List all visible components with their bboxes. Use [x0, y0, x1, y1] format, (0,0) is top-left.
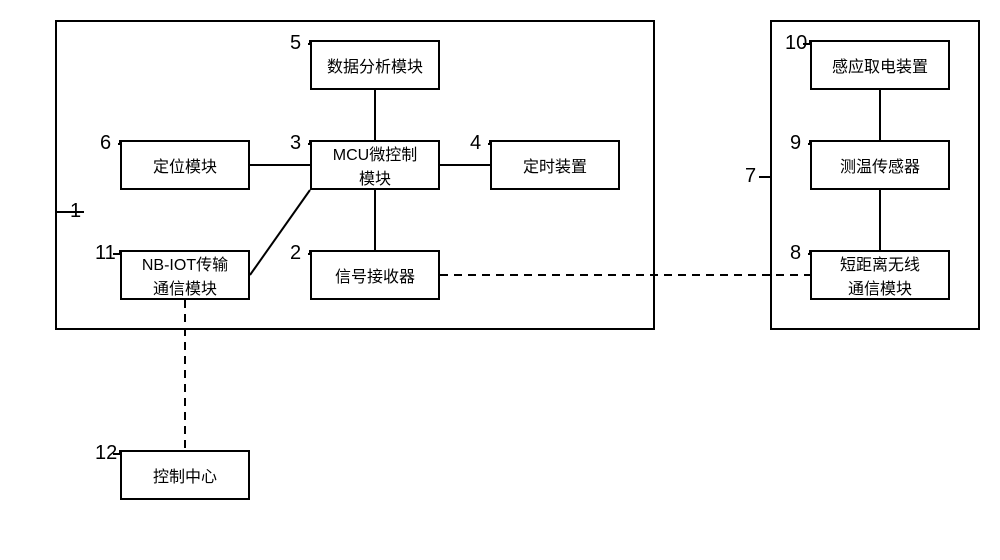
node-9: 测温传感器: [810, 140, 950, 190]
label-4: 4: [470, 132, 481, 155]
node-3: MCU微控制模块: [310, 140, 440, 190]
node-4: 定时装置: [490, 140, 620, 190]
label-1: 1: [70, 200, 81, 223]
node-2: 信号接收器: [310, 250, 440, 300]
node-8: 短距离无线通信模块: [810, 250, 950, 300]
node-10: 感应取电装置: [810, 40, 950, 90]
label-11: 11: [95, 242, 116, 265]
node-6: 定位模块: [120, 140, 250, 190]
label-9: 9: [790, 132, 801, 155]
label-5: 5: [290, 32, 301, 55]
label-6: 6: [100, 132, 111, 155]
label-8: 8: [790, 242, 801, 265]
node-5: 数据分析模块: [310, 40, 440, 90]
label-12: 12: [95, 442, 117, 465]
label-3: 3: [290, 132, 301, 155]
node-11: NB-IOT传输通信模块: [120, 250, 250, 300]
label-10: 10: [785, 32, 807, 55]
label-2: 2: [290, 242, 301, 265]
node-12: 控制中心: [120, 450, 250, 500]
label-7: 7: [745, 165, 756, 188]
